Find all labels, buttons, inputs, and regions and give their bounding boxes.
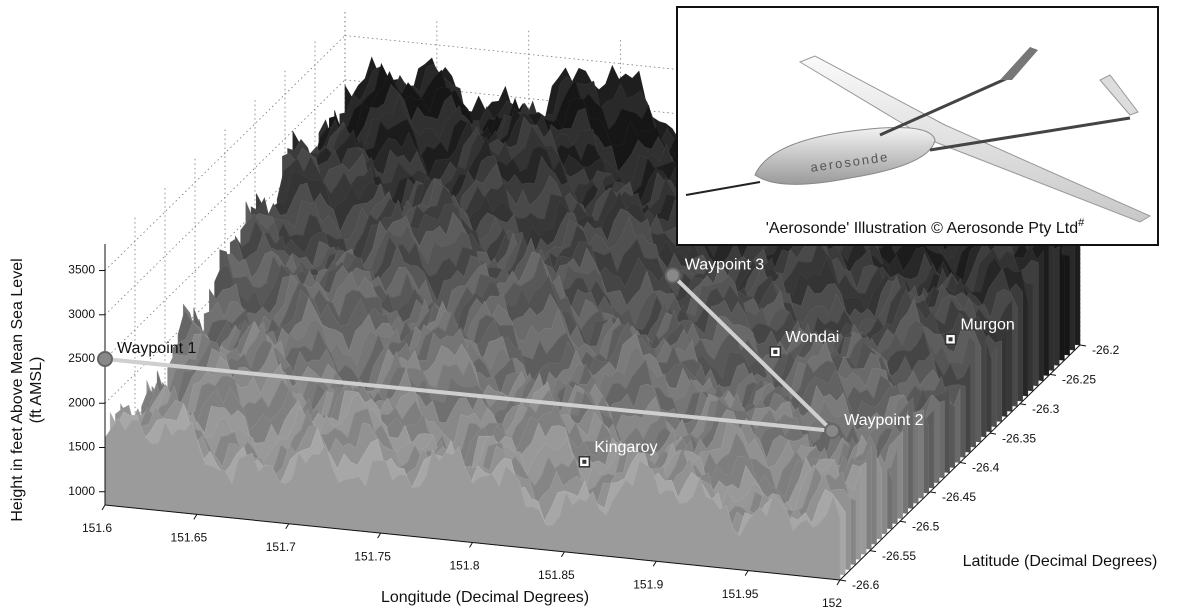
y-tick bbox=[960, 463, 966, 464]
caption-mark: # bbox=[1078, 217, 1085, 229]
x-tick-label: 151.85 bbox=[538, 568, 575, 582]
waypoint-marker bbox=[98, 352, 112, 366]
y-tick bbox=[1080, 345, 1086, 346]
town-marker-dot bbox=[949, 337, 953, 341]
y-tick-label: -26.2 bbox=[1092, 343, 1120, 357]
x-tick bbox=[745, 571, 748, 576]
town-label: Murgon bbox=[961, 316, 1015, 333]
y-tick bbox=[990, 433, 996, 434]
chart: 151.6 151.65 151.7 151.75 151.8 151.85 151.9 15… bbox=[0, 0, 1179, 609]
x-axis-label: Longitude (Decimal Degrees) bbox=[381, 589, 589, 606]
page: 151.6 151.65 151.7 151.75 151.8 151.85 151.9 15… bbox=[0, 0, 1179, 609]
x-tick-label: 151.65 bbox=[171, 531, 208, 545]
town-marker-dot bbox=[582, 460, 586, 464]
town-label: Kingaroy bbox=[594, 439, 657, 456]
y-tick-label: -26.3 bbox=[1032, 402, 1060, 416]
z-tick-label: 1500 bbox=[68, 440, 95, 454]
x-tick bbox=[194, 514, 197, 519]
x-tick-label: 152 bbox=[822, 596, 842, 609]
x-tick bbox=[378, 533, 381, 538]
y-tick-label: -26.45 bbox=[942, 490, 976, 504]
waypoint-label: Waypoint 1 bbox=[117, 340, 197, 357]
x-tick-label: 151.8 bbox=[449, 559, 479, 573]
inset-caption: 'Aerosonde' Illustration © Aerosonde Pty… bbox=[766, 217, 1085, 237]
x-tick-label: 151.9 bbox=[633, 577, 663, 591]
waypoint-label: Waypoint 3 bbox=[685, 257, 765, 274]
y-tick-label: -26.6 bbox=[852, 578, 880, 592]
z-tick-label: 3500 bbox=[68, 263, 95, 277]
y-tick-label: -26.35 bbox=[1002, 431, 1036, 445]
y-axis-label: Latitude (Decimal Degrees) bbox=[963, 553, 1158, 570]
x-tick bbox=[470, 543, 473, 548]
y-tick-label: -26.25 bbox=[1062, 373, 1096, 387]
waypoint-marker bbox=[825, 424, 839, 438]
z-axis-label: Height in feet Above Mean Sea Level bbox=[9, 258, 26, 521]
y-tick bbox=[1050, 374, 1056, 375]
z-tick-label: 1000 bbox=[68, 484, 95, 498]
y-tick bbox=[900, 521, 906, 522]
x-tick bbox=[561, 552, 564, 557]
town-label: Wondai bbox=[785, 329, 839, 346]
x-tick-label: 151.95 bbox=[722, 587, 759, 601]
y-tick bbox=[840, 580, 846, 581]
x-tick bbox=[837, 580, 840, 585]
z-tick-label: 2500 bbox=[68, 351, 95, 365]
y-tick bbox=[930, 492, 936, 493]
y-tick-label: -26.4 bbox=[972, 461, 1000, 475]
z-tick-label: 3000 bbox=[68, 307, 95, 321]
y-tick-label: -26.5 bbox=[912, 519, 940, 533]
y-tick bbox=[870, 551, 876, 552]
x-tick bbox=[653, 561, 656, 566]
z-tick-label: 2000 bbox=[68, 395, 95, 409]
waypoint-label: Waypoint 2 bbox=[844, 412, 924, 429]
x-tick-label: 151.6 bbox=[82, 521, 112, 535]
x-tick-label: 151.75 bbox=[354, 549, 391, 563]
y-tick bbox=[1020, 404, 1026, 405]
inset: aerosonde 'Aerosonde' Illustration © Aer… bbox=[677, 7, 1158, 245]
x-tick bbox=[286, 524, 289, 529]
x-tick-label: 151.7 bbox=[266, 540, 296, 554]
y-tick-label: -26.55 bbox=[882, 549, 916, 563]
waypoint-marker bbox=[666, 268, 680, 282]
x-tick bbox=[102, 505, 105, 510]
z-axis-label: (ft AMSL) bbox=[28, 357, 45, 424]
caption-text: 'Aerosonde' Illustration © Aerosonde Pty… bbox=[766, 220, 1078, 237]
town-marker-dot bbox=[773, 350, 777, 354]
